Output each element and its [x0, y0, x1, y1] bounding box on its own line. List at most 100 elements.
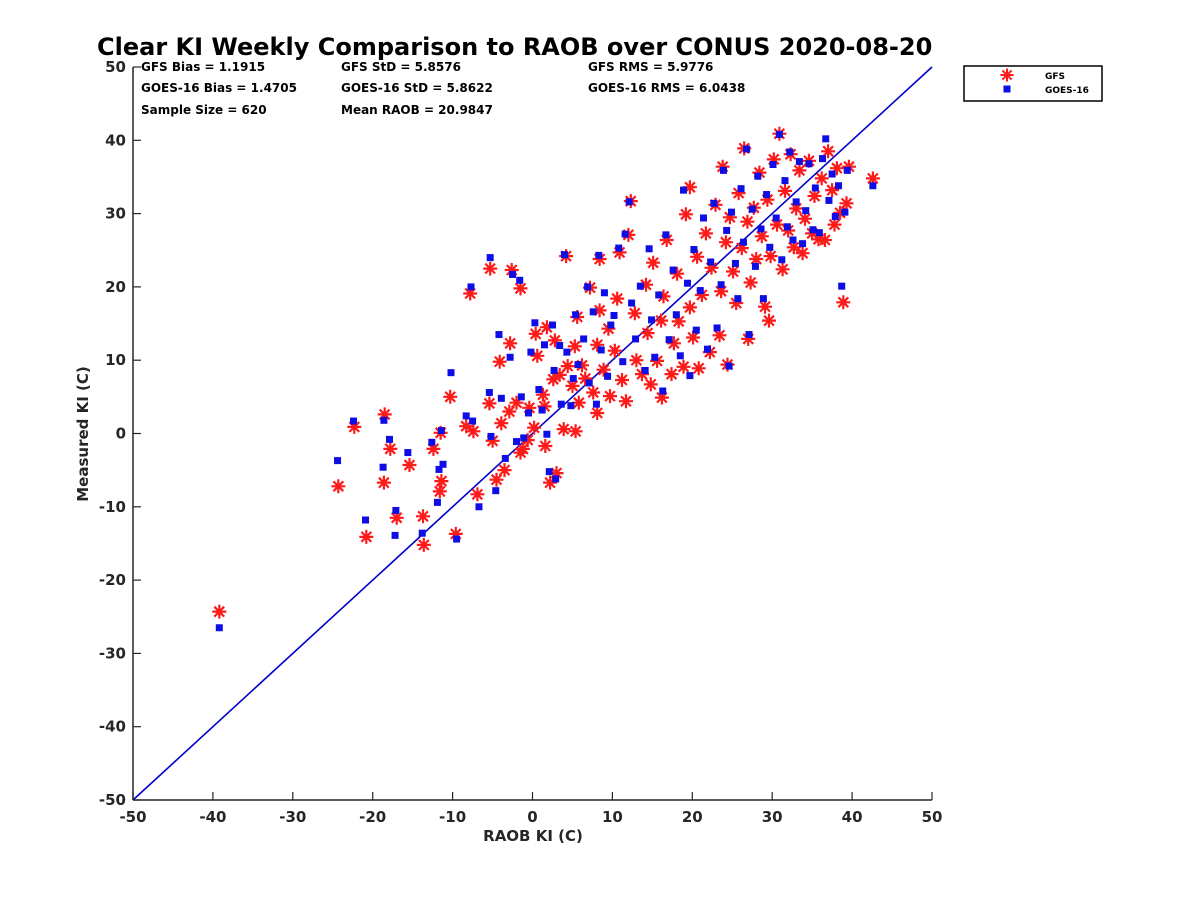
- goes16-point: [527, 348, 535, 356]
- gfs-point: [466, 424, 481, 439]
- goes16-point: [783, 223, 791, 231]
- goes16-point: [334, 457, 342, 465]
- y-tick-label: 40: [105, 131, 126, 149]
- goes16-point: [719, 166, 727, 174]
- gfs-point: [664, 367, 679, 382]
- x-tick-label: 10: [602, 808, 623, 826]
- gfs-point: [690, 249, 705, 264]
- goes16-point: [805, 160, 813, 168]
- goes16-point: [604, 372, 612, 380]
- gfs-point: [643, 377, 658, 392]
- gfs-point: [560, 359, 575, 374]
- goes16-point: [828, 170, 836, 178]
- goes16-point: [560, 251, 568, 259]
- gfs-point: [678, 207, 693, 222]
- gfs-point: [714, 284, 729, 299]
- goes16-point: [792, 198, 800, 206]
- goes16-point: [655, 291, 663, 299]
- gfs-point: [470, 487, 485, 502]
- gfs-point: [489, 472, 504, 487]
- gfs-point: [754, 229, 769, 244]
- gfs-point: [546, 372, 561, 387]
- goes16-point: [710, 199, 718, 207]
- gfs-point: [383, 441, 398, 456]
- goes16-point: [584, 283, 592, 291]
- gfs-point: [513, 281, 528, 296]
- gfs-point: [654, 313, 669, 328]
- gfs-point: [448, 526, 463, 541]
- goes16-point: [535, 386, 543, 394]
- goes16-point: [763, 191, 771, 199]
- goes16-point: [825, 196, 833, 204]
- goes16-point: [769, 160, 777, 168]
- gfs-point: [522, 400, 537, 415]
- gfs-point: [590, 406, 605, 420]
- gfs-point: [758, 299, 772, 314]
- goes16-point: [759, 295, 767, 303]
- legend-goes16-marker: [1003, 85, 1011, 93]
- goes16-point: [737, 185, 745, 193]
- gfs-point: [596, 362, 611, 377]
- gfs-point: [389, 510, 404, 525]
- goes16-point: [362, 516, 370, 524]
- gfs-point: [825, 183, 840, 198]
- goes16-point: [404, 449, 412, 457]
- y-axis-label: Measured KI (C): [74, 366, 92, 502]
- gfs-point: [434, 474, 449, 489]
- goes16-point: [380, 416, 388, 424]
- stat-text: GFS Bias = 1.1915: [141, 60, 265, 74]
- goes16-point: [703, 345, 711, 353]
- gfs-point: [786, 240, 801, 255]
- goes16-point: [869, 182, 877, 190]
- goes16-point: [692, 326, 700, 334]
- goes16-point: [215, 624, 223, 632]
- gfs-point: [627, 306, 642, 321]
- gfs-point: [485, 433, 500, 448]
- goes16-point: [734, 295, 742, 303]
- goes16-point: [418, 529, 426, 537]
- gfs-point: [712, 328, 727, 343]
- goes16-point: [819, 155, 827, 163]
- goes16-point: [475, 503, 483, 511]
- stats-annotations: GFS Bias = 1.1915 GFS StD = 5.8576 GFS RMS…: [141, 60, 745, 117]
- goes16-point: [492, 487, 500, 495]
- goes16-point: [435, 465, 443, 473]
- goes16-point: [648, 316, 656, 324]
- goes16-point: [453, 535, 461, 543]
- x-axis-label: RAOB KI (C): [483, 827, 583, 845]
- stat-text: GOES-16 Bias = 1.4705: [141, 81, 297, 95]
- x-tick-label: -30: [279, 808, 306, 826]
- goes16-point: [487, 432, 495, 440]
- gfs-point: [698, 226, 713, 241]
- goes16-point: [516, 276, 524, 284]
- gfs-point: [530, 348, 545, 363]
- gfs-point: [841, 159, 856, 174]
- goes16-point: [632, 335, 640, 343]
- gfs-point: [722, 210, 737, 225]
- goes16-point: [699, 214, 707, 222]
- gfs-point: [686, 330, 701, 345]
- goes16-point: [739, 238, 747, 246]
- goes16-point: [497, 394, 505, 402]
- gfs-point: [814, 171, 829, 186]
- goes16-point: [447, 369, 455, 377]
- gfs-point: [212, 604, 227, 619]
- goes16-point: [525, 409, 533, 417]
- goes16-point: [428, 438, 436, 446]
- goes16-point: [433, 498, 441, 506]
- goes16-point: [550, 366, 558, 374]
- stat-text: GFS StD = 5.8576: [341, 60, 461, 74]
- goes16-point: [597, 346, 605, 354]
- gfs-point: [590, 337, 605, 352]
- y-tick-label: 20: [105, 278, 126, 296]
- goes16-point: [717, 281, 725, 289]
- gfs-point: [607, 343, 622, 358]
- gfs-point: [650, 353, 665, 368]
- gfs-point: [376, 475, 391, 490]
- gfs-point: [586, 385, 601, 400]
- gfs-point: [497, 463, 512, 478]
- x-tick-label: 50: [922, 808, 943, 826]
- y-axis-ticks: -50 -40 -30 -20 -10 0 10 20 30 40 50: [99, 58, 141, 809]
- y-tick-label: -10: [99, 498, 126, 516]
- goes16-point: [552, 475, 560, 483]
